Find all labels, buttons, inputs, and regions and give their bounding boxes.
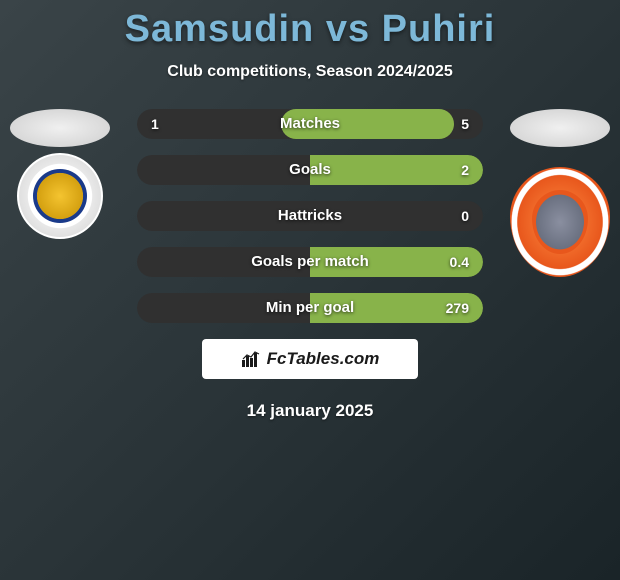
stat-row: 1Matches5	[137, 109, 483, 139]
player-right-block	[510, 109, 610, 277]
stat-label: Hattricks	[137, 201, 483, 231]
stat-value-right: 0.4	[450, 247, 469, 277]
footer-date: 14 january 2025	[0, 401, 620, 421]
page-title: Samsudin vs Puhiri	[0, 0, 620, 51]
bars-icon	[241, 350, 261, 368]
stat-label: Min per goal	[137, 293, 483, 323]
club-crest-left	[17, 153, 103, 239]
stat-rows: 1Matches5 Goals2 Hattricks0 Goals per match…	[137, 109, 483, 323]
branding-box: FcTables.com	[202, 339, 418, 379]
page-subtitle: Club competitions, Season 2024/2025	[0, 63, 620, 81]
player-left-photo	[10, 109, 110, 147]
comparison-chart: 1Matches5 Goals2 Hattricks0 Goals per match…	[0, 109, 620, 323]
player-right-photo	[510, 109, 610, 147]
stat-row: Min per goal279	[137, 293, 483, 323]
club-crest-right	[510, 167, 610, 277]
stat-value-right: 5	[461, 109, 469, 139]
stat-row: Hattricks0	[137, 201, 483, 231]
stat-value-right: 2	[461, 155, 469, 185]
stat-label: Goals per match	[137, 247, 483, 277]
stat-label: Matches	[137, 109, 483, 139]
branding-label: FcTables.com	[267, 349, 380, 369]
stat-label: Goals	[137, 155, 483, 185]
stat-row: Goals per match0.4	[137, 247, 483, 277]
stat-row: Goals2	[137, 155, 483, 185]
stat-value-right: 279	[446, 293, 469, 323]
stat-value-right: 0	[461, 201, 469, 231]
player-left-block	[10, 109, 110, 239]
